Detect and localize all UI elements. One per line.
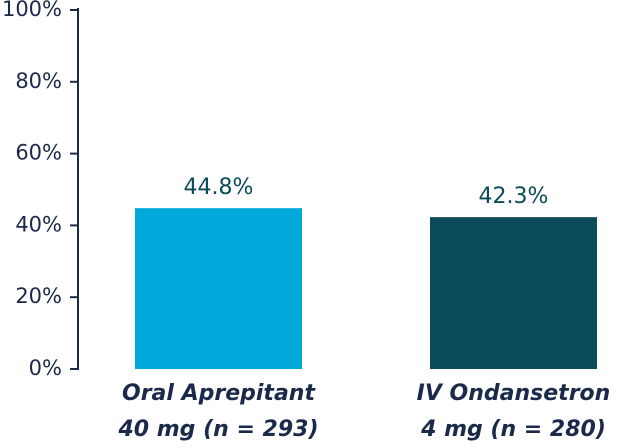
y-tick-label: 40% bbox=[15, 212, 62, 236]
y-tick-label: 60% bbox=[15, 141, 62, 165]
bar bbox=[430, 217, 597, 369]
bar bbox=[135, 208, 302, 369]
y-tick-label: 0% bbox=[29, 356, 62, 380]
x-tick-label: Oral Aprepitant 40 mg (n = 293) bbox=[117, 381, 318, 442]
x-tick-label: IV Ondansetron 4 mg (n = 280) bbox=[417, 381, 611, 442]
value-label: 42.3% bbox=[479, 184, 549, 209]
value-label: 44.8% bbox=[184, 175, 254, 200]
y-tick-label: 100% bbox=[2, 0, 62, 21]
y-tick-label: 20% bbox=[15, 284, 62, 308]
y-tick-label: 80% bbox=[15, 69, 62, 93]
